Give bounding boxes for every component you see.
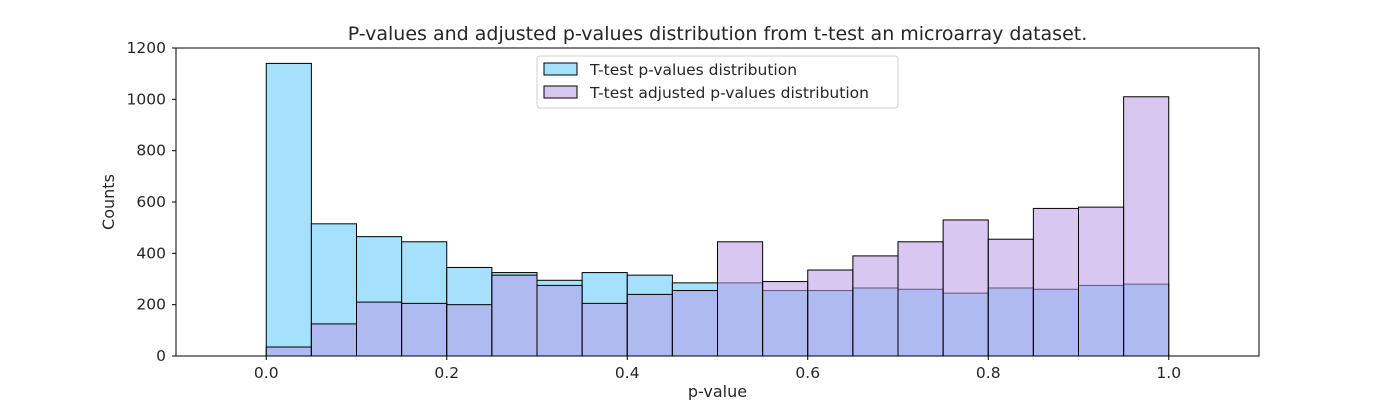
- y-axis-ticks: 0 200 400 600 800 1000 1200: [127, 39, 176, 365]
- adjusted-pvalue-bar: [401, 302, 448, 357]
- x-tick-label: 0.6: [795, 364, 820, 382]
- adjusted-pvalue-bar: [491, 274, 538, 357]
- legend-swatch-adjusted-pvalues: [543, 85, 578, 99]
- x-tick-label: 0.4: [615, 364, 640, 382]
- adjusted-pvalue-bar: [626, 293, 673, 357]
- y-tick-label: 600: [136, 193, 166, 211]
- x-tick-label: 0.2: [434, 364, 459, 382]
- adjusted-pvalue-bar: [1123, 96, 1170, 357]
- adjusted-pvalue-bar: [762, 281, 809, 357]
- adjusted-pvalue-bar: [1032, 207, 1079, 357]
- adjusted-pvalue-bar: [852, 255, 899, 357]
- y-tick-label: 800: [136, 142, 166, 160]
- adjusted-pvalue-bar: [717, 241, 764, 357]
- legend-entry-adjusted-pvalues: T-test adjusted p-values distribution: [543, 84, 869, 102]
- x-axis-ticks: 0.0 0.2 0.4 0.6 0.8 1.0: [254, 356, 1181, 382]
- legend-swatch-pvalues: [543, 62, 578, 76]
- adjusted-pvalue-bar: [807, 269, 854, 357]
- adjusted-pvalue-bar: [671, 290, 718, 357]
- legend-entry-pvalues: T-test p-values distribution: [543, 61, 797, 79]
- bars-layer: [265, 62, 1170, 357]
- y-axis-label: Counts: [99, 174, 118, 230]
- legend-label-pvalues: T-test p-values distribution: [589, 61, 797, 79]
- y-tick-label: 1000: [127, 90, 166, 108]
- adjusted-pvalue-bar: [1078, 206, 1125, 357]
- y-tick-label: 400: [136, 244, 166, 262]
- x-tick-label: 0.0: [254, 364, 279, 382]
- adjusted-pvalue-bar: [446, 304, 493, 357]
- adjusted-pvalue-bar: [897, 241, 944, 357]
- legend: T-test p-values distribution T-test adju…: [536, 55, 899, 109]
- adjusted-pvalue-bar: [581, 302, 628, 357]
- adjusted-pvalue-bar: [265, 346, 312, 357]
- x-axis-label: p-value: [688, 382, 747, 400]
- adjusted-pvalue-bar: [356, 301, 403, 357]
- y-tick-label: 200: [136, 296, 166, 314]
- legend-box: [536, 55, 899, 109]
- chart-title: P-values and adjusted p-values distribut…: [348, 23, 1088, 45]
- adjusted-pvalue-bar: [942, 219, 989, 357]
- x-tick-label: 0.8: [976, 364, 1001, 382]
- x-tick-label: 1.0: [1156, 364, 1181, 382]
- adjusted-pvalue-bar: [987, 238, 1034, 357]
- y-tick-label: 0: [156, 347, 166, 365]
- adjusted-pvalue-bar: [536, 284, 583, 357]
- pvalue-bar: [265, 62, 312, 357]
- adjusted-pvalue-bar: [310, 323, 357, 357]
- legend-label-adjusted-pvalues: T-test adjusted p-values distribution: [589, 84, 869, 102]
- y-tick-label: 1200: [127, 39, 166, 57]
